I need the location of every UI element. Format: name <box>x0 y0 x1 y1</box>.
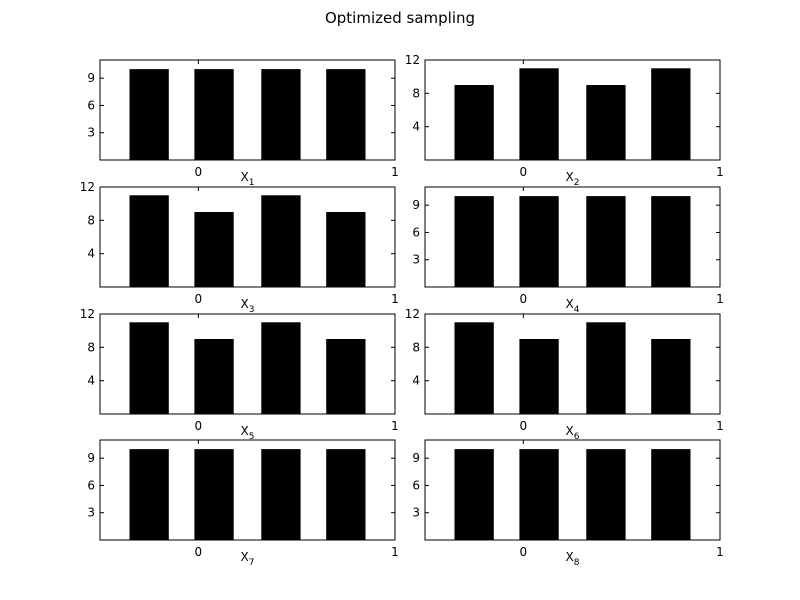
xtick-label-8: 1 <box>716 545 724 559</box>
bar-4-2 <box>519 196 559 287</box>
xtick-label-4: 1 <box>716 292 724 306</box>
bar-8-2 <box>519 449 559 540</box>
xtick-label-6: 1 <box>716 419 724 433</box>
bar-2-4 <box>651 68 691 160</box>
xtick-label-1: 0 <box>195 165 203 179</box>
subplot-7: 3 6 9 0 1 X7 <box>87 439 399 568</box>
ytick-label-1: 6 <box>87 98 95 112</box>
xtick-label-3: 1 <box>391 292 399 306</box>
xaxis-label-1: X1 <box>241 170 255 188</box>
xtick-label-1: 1 <box>391 165 399 179</box>
ytick-label-2: 8 <box>412 86 420 100</box>
bar-8-1 <box>454 449 494 540</box>
bar-7-1 <box>129 449 169 540</box>
xtick-label-7: 1 <box>391 545 399 559</box>
xtick-label-5: 0 <box>195 419 203 433</box>
ytick-label-4: 9 <box>412 198 420 212</box>
bar-6-2 <box>519 339 559 414</box>
bar-7-4 <box>326 449 366 540</box>
subplot-1: 3 6 9 0 1 X1 <box>87 59 399 188</box>
bar-5-1 <box>129 322 169 414</box>
bar-3-3 <box>261 195 301 287</box>
ytick-label-4: 3 <box>412 253 420 267</box>
axes-frame-8 <box>424 439 721 541</box>
ytick-label-5: 4 <box>87 374 95 388</box>
ytick-label-7: 6 <box>87 478 95 492</box>
axes-frame-4 <box>424 186 721 288</box>
bar-6-1 <box>454 322 494 414</box>
xaxis-label-5: X5 <box>241 424 255 442</box>
xaxis-label-4: X4 <box>566 297 580 315</box>
bar-5-3 <box>261 322 301 414</box>
bar-1-1 <box>129 69 169 160</box>
bar-3-1 <box>129 195 169 287</box>
xaxis-label-2: X2 <box>566 170 580 188</box>
ytick-label-1: 9 <box>87 71 95 85</box>
ytick-label-6: 8 <box>412 340 420 354</box>
ytick-label-7: 3 <box>87 506 95 520</box>
ytick-label-8: 6 <box>412 478 420 492</box>
axes-frame-5 <box>99 313 396 415</box>
bar-6-3 <box>586 322 626 414</box>
xaxis-label-6: X6 <box>566 424 580 442</box>
bar-2-3 <box>586 85 626 160</box>
figure-title: Optimized sampling <box>324 9 476 27</box>
subplot-2: 4 8 12 0 1 X2 <box>405 53 724 188</box>
xtick-label-2: 1 <box>716 165 724 179</box>
bar-3-2 <box>194 212 234 287</box>
xaxis-label-7: X7 <box>241 550 255 568</box>
bar-4-1 <box>454 196 494 287</box>
bar-2-1 <box>454 85 494 160</box>
axes-frame-7 <box>99 439 396 541</box>
bar-1-3 <box>261 69 301 160</box>
ytick-label-3: 8 <box>87 213 95 227</box>
ytick-label-2: 4 <box>412 120 420 134</box>
ytick-label-5: 8 <box>87 340 95 354</box>
bar-4-3 <box>586 196 626 287</box>
xtick-label-7: 0 <box>195 545 203 559</box>
axes-frame-3 <box>99 186 396 288</box>
ytick-label-4: 6 <box>412 225 420 239</box>
ytick-label-3: 4 <box>87 247 95 261</box>
bar-7-2 <box>194 449 234 540</box>
subplot-6: 4 8 12 0 1 X6 <box>405 307 724 442</box>
bar-7-3 <box>261 449 301 540</box>
ytick-label-8: 9 <box>412 451 420 465</box>
xtick-label-2: 0 <box>520 165 528 179</box>
ytick-label-5: 12 <box>80 307 95 321</box>
ytick-label-8: 3 <box>412 506 420 520</box>
subplot-8: 3 6 9 0 1 X8 <box>412 439 724 568</box>
axes-frame-6 <box>424 313 721 415</box>
xtick-label-5: 1 <box>391 419 399 433</box>
axes-frame-2 <box>424 59 721 161</box>
bar-5-2 <box>194 339 234 414</box>
bar-4-4 <box>651 196 691 287</box>
xtick-label-4: 0 <box>520 292 528 306</box>
subplot-3: 4 8 12 0 1 X3 <box>80 180 399 315</box>
ytick-label-6: 12 <box>405 307 420 321</box>
bar-5-4 <box>326 339 366 414</box>
subplot-5: 4 8 12 0 1 X5 <box>80 307 399 442</box>
bar-3-4 <box>326 212 366 287</box>
ytick-label-2: 12 <box>405 53 420 67</box>
xtick-label-6: 0 <box>520 419 528 433</box>
subplot-4: 3 6 9 0 1 X4 <box>412 186 724 315</box>
bar-8-3 <box>586 449 626 540</box>
axes-frame-1 <box>99 59 396 161</box>
bar-6-4 <box>651 339 691 414</box>
xtick-label-3: 0 <box>195 292 203 306</box>
ytick-label-1: 3 <box>87 126 95 140</box>
bar-1-2 <box>194 69 234 160</box>
ytick-label-6: 4 <box>412 374 420 388</box>
bar-2-2 <box>519 68 559 160</box>
bar-1-4 <box>326 69 366 160</box>
ytick-label-7: 9 <box>87 451 95 465</box>
xaxis-label-3: X3 <box>241 297 255 315</box>
xaxis-label-8: X8 <box>566 550 580 568</box>
bar-8-4 <box>651 449 691 540</box>
xtick-label-8: 0 <box>520 545 528 559</box>
ytick-label-3: 12 <box>80 180 95 194</box>
